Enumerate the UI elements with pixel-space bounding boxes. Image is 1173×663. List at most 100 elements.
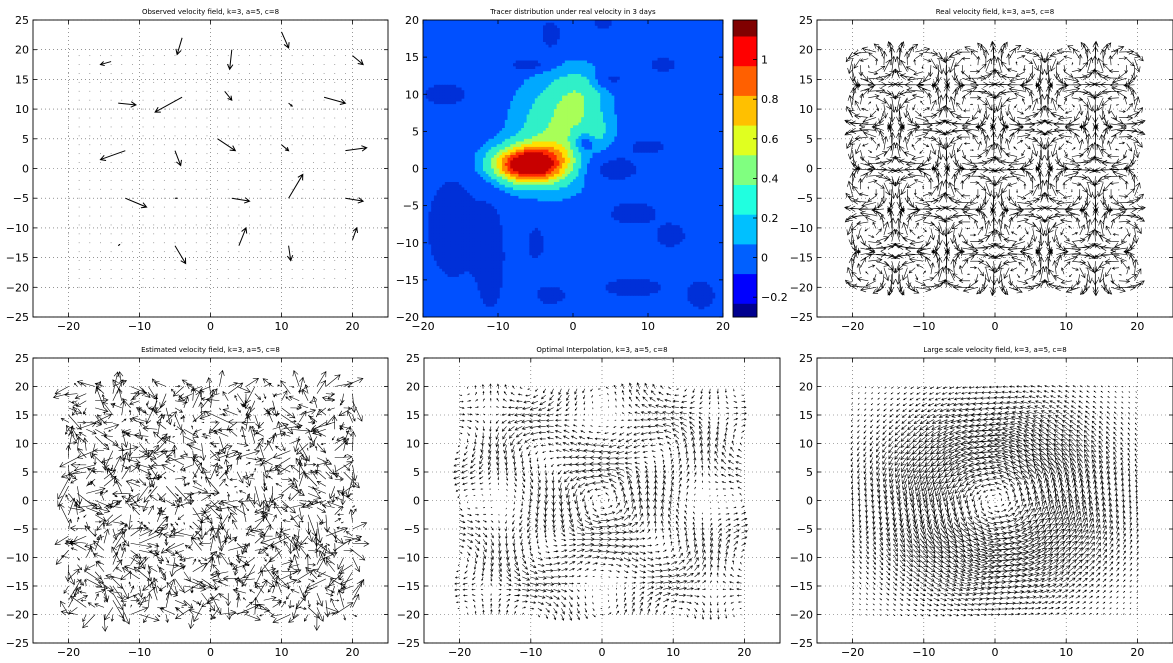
contour-cell	[698, 290, 702, 294]
contour-cell	[570, 168, 574, 172]
velocity-arrow	[345, 197, 365, 204]
contour-cell	[548, 149, 552, 153]
contour-cell	[453, 252, 457, 256]
contour-cell	[605, 136, 609, 140]
contour-cell	[493, 184, 498, 188]
velocity-arrow	[898, 42, 905, 59]
contour-cell	[548, 295, 552, 299]
contour-cell	[586, 128, 590, 132]
contour-cell	[611, 119, 615, 123]
contour-cell	[442, 230, 446, 234]
contour-cell	[567, 173, 571, 177]
velocity-arrow	[859, 93, 865, 105]
contour-cell	[523, 82, 528, 86]
grid-dot	[132, 135, 133, 137]
grid-dot	[302, 117, 304, 119]
contour-cell	[622, 292, 626, 296]
contour-cell	[553, 33, 558, 37]
contour-cell	[540, 103, 544, 107]
contour-cell	[461, 206, 465, 210]
contour-cell	[556, 187, 560, 191]
grid-dot	[323, 188, 325, 190]
contour-cell	[592, 103, 596, 107]
contour-cell	[526, 149, 530, 153]
contour-cell	[447, 200, 451, 204]
contour-cell	[641, 287, 645, 291]
contour-cell	[433, 87, 438, 91]
colorbar-segment	[733, 152, 757, 156]
contour-cell	[690, 292, 694, 296]
contour-cell	[597, 133, 601, 137]
contour-cell	[676, 238, 680, 242]
contour-cell	[605, 114, 609, 118]
contour-cell	[703, 284, 708, 288]
grid-dot	[142, 242, 144, 244]
contour-cell	[635, 209, 639, 213]
grid-dot	[313, 153, 314, 155]
grid-dot	[217, 206, 218, 208]
contour-cell	[493, 179, 498, 183]
contour-cell	[564, 109, 568, 113]
contour-cell	[518, 111, 522, 115]
contour-cell	[477, 252, 481, 256]
contour-cell	[553, 171, 558, 175]
contour-cell	[641, 219, 645, 223]
contour-cell	[518, 98, 522, 102]
contour-cell	[543, 114, 547, 118]
velocity-arrow	[217, 138, 237, 152]
contour-cell	[543, 71, 547, 75]
contour-cell	[436, 260, 440, 264]
contour-cell	[499, 176, 503, 180]
contour-cell	[643, 217, 648, 221]
contour-cell	[543, 74, 547, 78]
contour-cell	[453, 227, 457, 231]
contour-cell	[477, 160, 481, 164]
contour-cell	[513, 171, 517, 175]
grid-dot	[132, 73, 133, 74]
contour-cell	[450, 254, 454, 258]
velocity-arrow	[908, 256, 924, 263]
contour-cell	[676, 233, 680, 237]
contour-cell	[567, 141, 571, 145]
contour-cell	[652, 63, 656, 67]
contour-cell	[461, 225, 465, 229]
contour-cell	[545, 84, 549, 88]
grid-dot	[270, 171, 272, 172]
contour-cell	[575, 60, 579, 64]
contour-cell	[529, 60, 533, 64]
contour-cell	[559, 122, 563, 126]
contour-cell	[534, 187, 538, 191]
contour-cell	[551, 95, 555, 99]
contour-cell	[693, 298, 697, 302]
contour-cell	[466, 206, 470, 210]
contour-cell	[447, 230, 451, 234]
y-tick-label: 20	[405, 14, 419, 27]
grid-dot	[345, 144, 346, 146]
grid-dot	[174, 99, 176, 101]
velocity-arrow	[858, 121, 877, 128]
contour-cell	[439, 249, 443, 253]
colorbar-segment	[733, 244, 757, 249]
contour-cell	[551, 111, 555, 115]
velocity-arrow	[938, 105, 945, 118]
velocity-arrow	[868, 149, 873, 153]
contour-cell	[491, 287, 495, 291]
contour-cell	[529, 119, 533, 123]
contour-cell	[499, 149, 503, 153]
panel-3: −20 −10 0 10 20−25−20−15−10−50510152025Real …	[790, 8, 1173, 333]
contour-cell	[515, 176, 519, 180]
contour-cell	[556, 182, 560, 186]
grid-dot	[302, 260, 304, 261]
contour-cell	[583, 95, 588, 99]
grid-dot	[249, 179, 250, 181]
contour-cell	[532, 238, 536, 242]
contour-cell	[483, 254, 487, 258]
velocity-arrow	[860, 77, 874, 85]
contour-cell	[537, 138, 541, 142]
contour-cell	[545, 195, 549, 199]
contour-cell	[583, 71, 588, 75]
contour-cell	[474, 168, 478, 172]
contour-cell	[573, 111, 577, 115]
contour-cell	[578, 95, 582, 99]
contour-cell	[469, 252, 473, 256]
